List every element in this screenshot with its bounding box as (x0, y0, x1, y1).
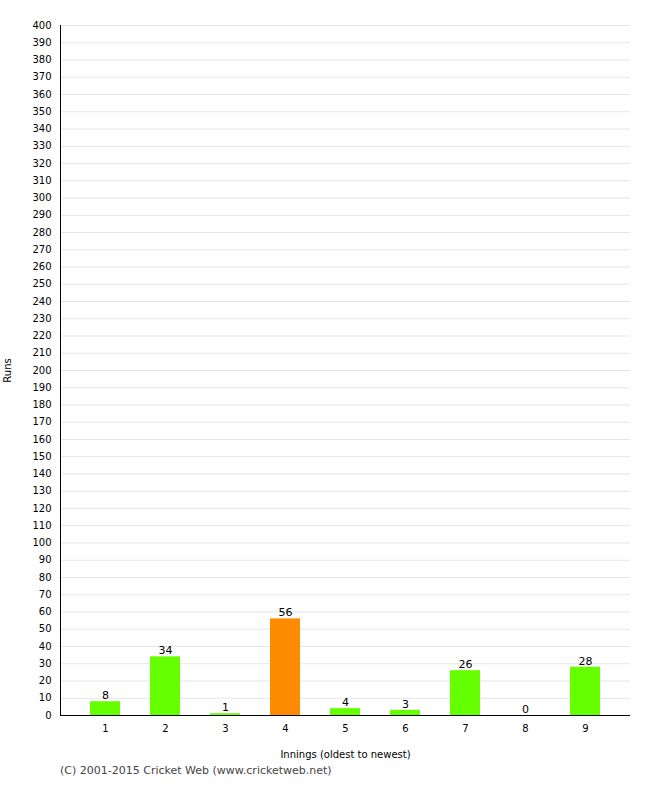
svg-text:350: 350 (32, 106, 51, 117)
svg-text:80: 80 (39, 572, 52, 583)
svg-text:220: 220 (32, 330, 51, 341)
svg-text:180: 180 (32, 399, 51, 410)
svg-text:370: 370 (32, 71, 51, 82)
svg-text:9: 9 (582, 723, 588, 734)
svg-text:3: 3 (222, 723, 228, 734)
svg-text:5: 5 (342, 723, 348, 734)
svg-text:400: 400 (32, 20, 51, 31)
svg-text:4: 4 (342, 696, 349, 709)
svg-text:160: 160 (32, 434, 51, 445)
svg-text:40: 40 (39, 641, 52, 652)
svg-text:3: 3 (402, 698, 409, 711)
svg-text:4: 4 (282, 723, 288, 734)
svg-text:1: 1 (222, 701, 229, 714)
svg-text:6: 6 (402, 723, 408, 734)
svg-text:0: 0 (522, 703, 529, 716)
svg-text:300: 300 (32, 192, 51, 203)
svg-text:8: 8 (102, 689, 109, 702)
svg-text:230: 230 (32, 313, 51, 324)
svg-text:70: 70 (39, 589, 52, 600)
svg-text:30: 30 (39, 658, 52, 669)
svg-text:7: 7 (462, 723, 468, 734)
svg-text:10: 10 (39, 692, 52, 703)
svg-text:60: 60 (39, 606, 52, 617)
svg-text:190: 190 (32, 382, 51, 393)
svg-text:250: 250 (32, 278, 51, 289)
svg-text:380: 380 (32, 54, 51, 65)
svg-text:Innings (oldest to newest): Innings (oldest to newest) (280, 749, 410, 760)
svg-text:1: 1 (102, 723, 108, 734)
svg-text:200: 200 (32, 365, 51, 376)
svg-text:240: 240 (32, 296, 51, 307)
svg-text:340: 340 (32, 123, 51, 134)
svg-text:280: 280 (32, 227, 51, 238)
svg-text:260: 260 (32, 261, 51, 272)
svg-text:390: 390 (32, 37, 51, 48)
svg-text:90: 90 (39, 554, 52, 565)
svg-text:290: 290 (32, 209, 51, 220)
svg-text:100: 100 (32, 537, 51, 548)
svg-text:330: 330 (32, 140, 51, 151)
svg-text:8: 8 (522, 723, 528, 734)
svg-text:110: 110 (32, 520, 51, 531)
svg-text:34: 34 (159, 644, 173, 657)
svg-text:26: 26 (459, 658, 473, 671)
svg-text:28: 28 (579, 655, 593, 668)
html-text:(C) 2001-2015 Cricket Web (www: (C) 2001-2015 Cricket Web (www.cricketwe… (60, 764, 332, 777)
svg-text:360: 360 (32, 89, 51, 100)
svg-text:56: 56 (279, 606, 293, 619)
svg-text:210: 210 (32, 347, 51, 358)
svg-text:50: 50 (39, 623, 52, 634)
svg-text:120: 120 (32, 503, 51, 514)
svg-text:140: 140 (32, 468, 51, 479)
svg-text:130: 130 (32, 485, 51, 496)
svg-text:0: 0 (45, 710, 51, 721)
svg-text:Runs: Runs (2, 358, 13, 382)
svg-text:170: 170 (32, 416, 51, 427)
svg-text:310: 310 (32, 175, 51, 186)
svg-text:270: 270 (32, 244, 51, 255)
svg-text:150: 150 (32, 451, 51, 462)
svg-text:320: 320 (32, 158, 51, 169)
svg-text:2: 2 (162, 723, 168, 734)
svg-text:20: 20 (39, 675, 52, 686)
